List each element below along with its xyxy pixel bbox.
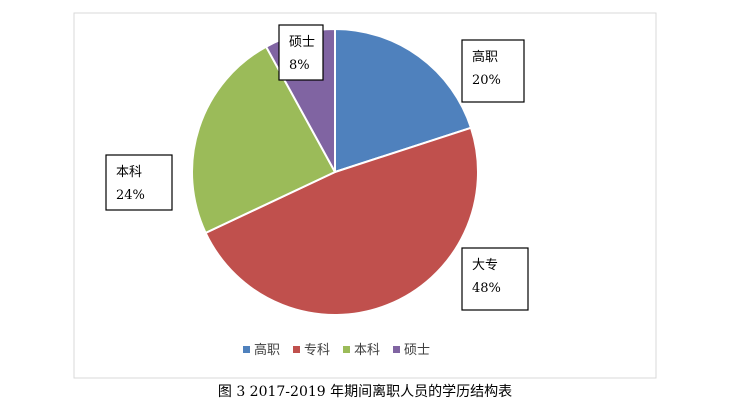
data-label-category: 本科	[116, 165, 142, 180]
data-label-4: 硕士 8%	[278, 24, 324, 81]
legend-item-4: 硕士	[393, 343, 430, 358]
legend-swatch	[393, 346, 400, 353]
legend-swatch	[243, 346, 250, 353]
data-label-category: 硕士	[289, 35, 315, 50]
legend-label: 本科	[354, 343, 380, 358]
legend-swatch	[343, 346, 350, 353]
data-label-value: 20%	[472, 73, 501, 88]
pie-slices	[191, 27, 479, 316]
legend-item-3: 本科	[343, 343, 380, 358]
legend-item-1: 高职	[243, 342, 280, 358]
legend-label: 硕士	[404, 343, 430, 358]
data-label-2: 大专 48%	[461, 247, 529, 311]
figure-caption: 图 3 2017-2019 年期间离职人员的学历结构表	[218, 383, 512, 400]
legend-label: 专科	[304, 343, 330, 358]
data-label-1: 高职 20%	[461, 39, 525, 103]
legend-item-2: 专科	[293, 343, 330, 358]
data-label-box	[461, 247, 529, 311]
data-label-box	[278, 24, 324, 81]
data-label-box	[105, 154, 173, 211]
pie-slice-3	[191, 45, 337, 235]
data-label-value: 48%	[472, 281, 501, 296]
pie-slice-2	[204, 126, 479, 316]
data-label-callouts: 高职 20% 大专 48% 本科 24% 硕士 8%	[105, 24, 529, 311]
data-label-category: 大专	[472, 258, 498, 273]
data-label-value: 8%	[289, 58, 310, 73]
legend: 高职 专科 本科 硕士	[243, 342, 430, 358]
data-label-value: 24%	[116, 188, 145, 203]
pie-slice-1	[334, 27, 473, 174]
data-label-box	[461, 39, 525, 103]
data-label-3: 本科 24%	[105, 154, 173, 211]
legend-swatch	[293, 346, 300, 353]
legend-label: 高职	[254, 342, 280, 358]
data-label-category: 高职	[472, 49, 498, 65]
